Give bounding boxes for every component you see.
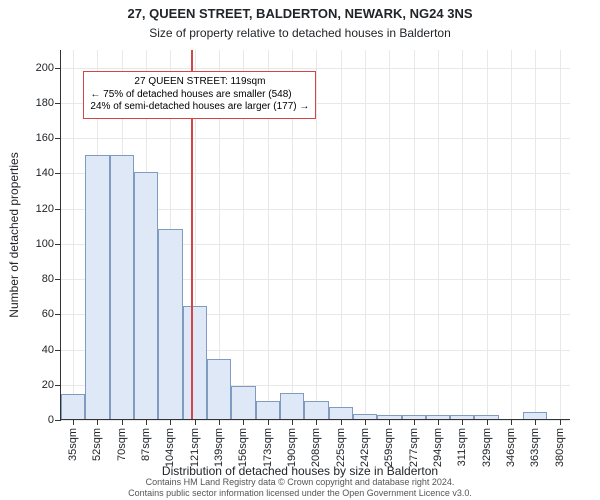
histogram-bar bbox=[61, 394, 85, 419]
footer-line2: Contains public sector information licen… bbox=[0, 488, 600, 498]
histogram-bar bbox=[523, 412, 547, 419]
xtick-mark bbox=[511, 419, 512, 425]
annotation-box: 27 QUEEN STREET: 119sqm← 75% of detached… bbox=[83, 71, 316, 119]
ytick-label: 0 bbox=[48, 414, 54, 426]
xtick-mark bbox=[438, 419, 439, 425]
y-axis-label: Number of detached properties bbox=[7, 152, 21, 317]
histogram-bar bbox=[304, 401, 328, 419]
histogram-bar bbox=[110, 155, 134, 419]
ytick-label: 140 bbox=[36, 167, 54, 179]
ytick-label: 180 bbox=[36, 97, 54, 109]
histogram-bar bbox=[134, 172, 158, 419]
ytick-label: 120 bbox=[36, 203, 54, 215]
xtick-mark bbox=[292, 419, 293, 425]
ytick-label: 80 bbox=[42, 273, 54, 285]
ytick-mark bbox=[55, 420, 61, 421]
ytick-mark bbox=[55, 244, 61, 245]
xtick-mark bbox=[560, 419, 561, 425]
grid-v bbox=[487, 50, 488, 419]
ytick-mark bbox=[55, 385, 61, 386]
histogram-bar bbox=[207, 359, 231, 419]
xtick-mark bbox=[195, 419, 196, 425]
grid-v bbox=[438, 50, 439, 419]
xtick-mark bbox=[97, 419, 98, 425]
xtick-mark bbox=[389, 419, 390, 425]
ytick-label: 160 bbox=[36, 132, 54, 144]
histogram-bar bbox=[158, 229, 182, 419]
ytick-mark bbox=[55, 350, 61, 351]
xtick-mark bbox=[365, 419, 366, 425]
xtick-mark bbox=[535, 419, 536, 425]
xtick-mark bbox=[219, 419, 220, 425]
histogram-bar bbox=[231, 386, 255, 419]
chart-title-line2: Size of property relative to detached ho… bbox=[0, 26, 600, 40]
ytick-mark bbox=[55, 103, 61, 104]
xtick-mark bbox=[462, 419, 463, 425]
footer-line1: Contains HM Land Registry data © Crown c… bbox=[0, 477, 600, 487]
histogram-bar bbox=[280, 393, 304, 419]
ytick-label: 200 bbox=[36, 62, 54, 74]
histogram-bar bbox=[353, 414, 377, 419]
xtick-mark bbox=[414, 419, 415, 425]
annotation-line: 24% of semi-detached houses are larger (… bbox=[90, 101, 309, 114]
ytick-label: 60 bbox=[42, 308, 54, 320]
xtick-mark bbox=[73, 419, 74, 425]
grid-v bbox=[462, 50, 463, 419]
xtick-mark bbox=[487, 419, 488, 425]
chart-footer: Contains HM Land Registry data © Crown c… bbox=[0, 477, 600, 498]
grid-v bbox=[414, 50, 415, 419]
grid-v bbox=[365, 50, 366, 419]
ytick-label: 20 bbox=[42, 379, 54, 391]
xtick-mark bbox=[243, 419, 244, 425]
ytick-mark bbox=[55, 173, 61, 174]
xtick-mark bbox=[268, 419, 269, 425]
grid-v bbox=[341, 50, 342, 419]
histogram-bar bbox=[474, 415, 498, 419]
ytick-mark bbox=[55, 138, 61, 139]
histogram-bar bbox=[256, 401, 280, 419]
xtick-mark bbox=[170, 419, 171, 425]
annotation-line: ← 75% of detached houses are smaller (54… bbox=[90, 89, 309, 102]
grid-v bbox=[316, 50, 317, 419]
grid-v bbox=[560, 50, 561, 419]
xtick-mark bbox=[122, 419, 123, 425]
ytick-label: 100 bbox=[36, 238, 54, 250]
histogram-bar bbox=[85, 155, 109, 419]
xtick-mark bbox=[316, 419, 317, 425]
xtick-mark bbox=[146, 419, 147, 425]
ytick-label: 40 bbox=[42, 344, 54, 356]
grid-v bbox=[535, 50, 536, 419]
histogram-bar bbox=[183, 306, 207, 419]
ytick-mark bbox=[55, 68, 61, 69]
histogram-bar bbox=[377, 415, 401, 419]
chart-plot-area: 27 QUEEN STREET: 119sqm← 75% of detached… bbox=[60, 50, 570, 420]
annotation-line: 27 QUEEN STREET: 119sqm bbox=[90, 76, 309, 89]
ytick-mark bbox=[55, 209, 61, 210]
histogram-bar bbox=[450, 415, 474, 419]
ytick-mark bbox=[55, 314, 61, 315]
grid-v bbox=[389, 50, 390, 419]
histogram-bar bbox=[426, 415, 450, 419]
grid-v bbox=[73, 50, 74, 419]
histogram-bar bbox=[402, 415, 426, 419]
xtick-mark bbox=[341, 419, 342, 425]
ytick-mark bbox=[55, 279, 61, 280]
chart-title-line1: 27, QUEEN STREET, BALDERTON, NEWARK, NG2… bbox=[0, 6, 600, 21]
grid-v bbox=[511, 50, 512, 419]
histogram-bar bbox=[329, 407, 353, 419]
